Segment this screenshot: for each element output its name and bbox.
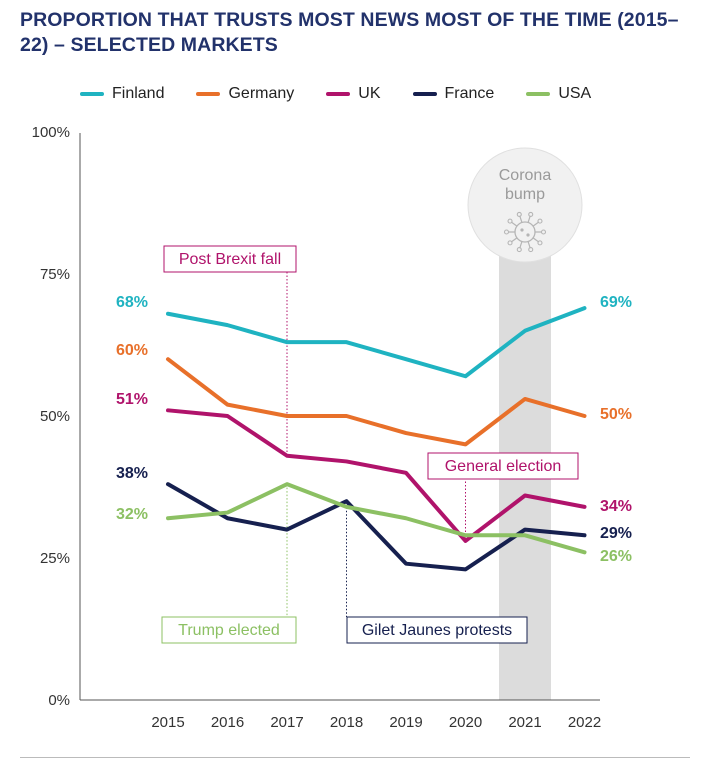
bottom-divider [20, 757, 690, 758]
virus-icon-node [507, 218, 513, 224]
virus-icon-node [528, 211, 534, 217]
legend-swatch [412, 92, 437, 96]
x-tick-label: 2016 [211, 714, 244, 731]
virus-icon-spike [519, 215, 523, 223]
chart-title: PROPORTION THAT TRUSTS MOST NEWS MOST OF… [20, 9, 679, 56]
annotation-text-gilet: Gilet Jaunes protests [362, 622, 512, 639]
virus-icon-node [540, 229, 547, 235]
corona-circle [467, 147, 583, 263]
y-tick-label: 75% [40, 266, 70, 283]
annotation-text-trump: Trump elected [178, 622, 280, 639]
legend-swatch [526, 92, 551, 96]
end-label-uk: 34% [600, 498, 632, 515]
y-tick-label: 50% [40, 408, 70, 425]
virus-icon-node [507, 240, 513, 246]
series-line-uk [166, 408, 587, 543]
annotation-text-post-brexit: Post Brexit fall [179, 251, 281, 268]
legend-label: USA [558, 85, 592, 102]
virus-icon-dot [520, 228, 524, 232]
virus-icon-spike [510, 237, 518, 243]
virus-icon-node [537, 218, 543, 224]
corona-label: bump [505, 186, 545, 203]
x-tick-label: 2021 [508, 714, 541, 731]
virus-icon-dot [526, 233, 530, 237]
virus-icon-node [528, 247, 534, 253]
virus-icon-spike [532, 221, 540, 227]
legend-label: Finland [112, 85, 165, 102]
corona-label: Corona [499, 167, 552, 184]
x-tick-label: 2015 [151, 714, 184, 731]
y-tick-label: 25% [40, 550, 70, 567]
series-line-usa [166, 482, 587, 555]
y-tick-label: 0% [48, 692, 70, 709]
x-tick-label: 2020 [449, 714, 482, 731]
end-label-finland: 69% [600, 294, 632, 311]
x-tick-label: 2022 [568, 714, 601, 731]
legend-item-uk: UK [326, 85, 381, 103]
legend-swatch [80, 92, 104, 96]
end-label-usa: 26% [600, 548, 632, 565]
virus-icon [514, 221, 536, 243]
end-label-france: 29% [600, 525, 632, 542]
virus-icon-node [516, 247, 522, 253]
virus-icon-spike [527, 215, 531, 223]
virus-icon-spike [527, 241, 531, 249]
x-tick-label: 2019 [389, 714, 422, 731]
legend-item-germany: Germany [196, 85, 294, 103]
legend-label: Germany [228, 85, 295, 102]
legend-swatch [326, 92, 351, 96]
start-label-germany: 60% [116, 342, 148, 359]
legend-swatch [196, 92, 221, 96]
start-label-usa: 32% [116, 506, 148, 523]
annotation-box-post-brexit [163, 245, 297, 273]
virus-icon-spike [510, 221, 518, 227]
virus-icon-spike [519, 241, 523, 249]
annotation-text-general-election: General election [445, 458, 562, 475]
legend: Finland Germany UK France USA [80, 85, 591, 103]
legend-item-usa: USA [526, 85, 591, 103]
legend-item-finland: Finland [80, 85, 164, 103]
series-line-germany [166, 357, 587, 447]
legend-item-france: France [412, 85, 495, 103]
annotation-box-gilet [346, 616, 528, 644]
x-tick-label: 2018 [330, 714, 363, 731]
series-line-finland [166, 306, 587, 379]
virus-icon-node [537, 240, 543, 246]
legend-label: France [444, 85, 495, 102]
end-label-germany: 50% [600, 406, 632, 423]
y-tick-label: 100% [32, 124, 70, 141]
annotation-box-general-election [427, 452, 579, 480]
virus-icon-node [516, 211, 522, 217]
legend-label: UK [358, 85, 381, 102]
start-label-uk: 51% [116, 391, 148, 408]
x-tick-label: 2017 [270, 714, 303, 731]
start-label-finland: 68% [116, 294, 148, 311]
virus-icon-node [503, 229, 510, 235]
virus-icon-spike [532, 237, 540, 243]
annotation-box-trump [161, 616, 297, 644]
start-label-france: 38% [116, 465, 148, 482]
